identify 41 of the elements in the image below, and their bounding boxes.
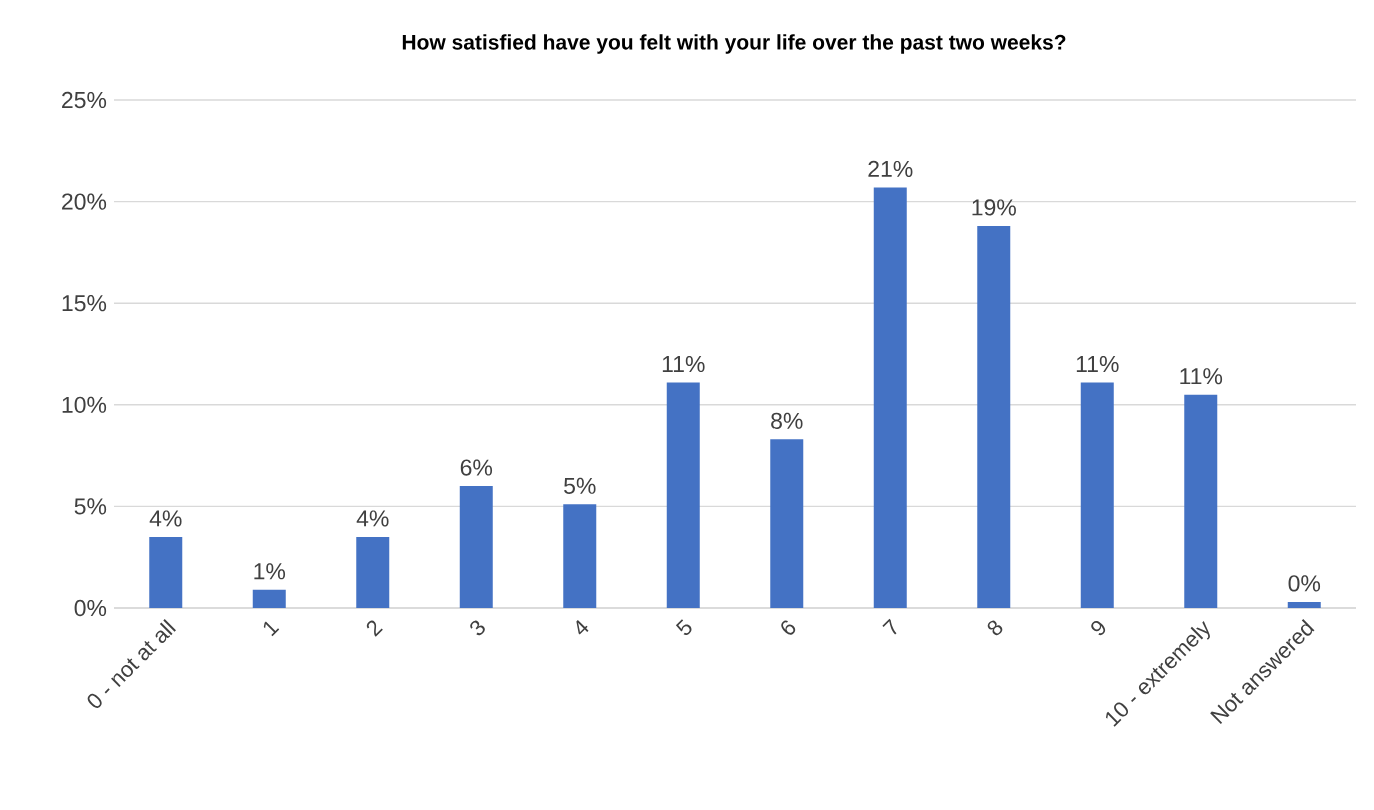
x-tick-label: 4 (576, 619, 589, 635)
x-tick-label: 2 (366, 620, 383, 637)
x-tick-label: 1 (263, 621, 280, 637)
data-label: 1% (254, 563, 286, 580)
bar (770, 439, 804, 608)
y-tick-label: 5% (74, 498, 107, 515)
data-label: 19% (972, 199, 1016, 216)
x-tick-label: 5 (675, 619, 692, 636)
bar (252, 589, 286, 608)
bar (666, 382, 700, 608)
y-tick-label: 25% (62, 91, 107, 109)
bar (1287, 601, 1321, 608)
data-label: 4% (356, 510, 389, 527)
data-label: 11% (1180, 368, 1223, 385)
x-tick-label: 8 (987, 620, 1003, 636)
x-tick-label: 3 (470, 620, 485, 636)
bar (149, 536, 183, 608)
x-tick-label: 6 (781, 620, 796, 635)
data-label: 8% (771, 412, 803, 429)
bar (563, 504, 597, 608)
x-tick-label: 7 (882, 618, 897, 635)
y-tick-label: 20% (62, 193, 107, 210)
data-label: 21% (868, 160, 913, 177)
bar (977, 225, 1011, 608)
x-tick-label: 0 - not at all (87, 619, 176, 708)
y-tick-label: 0% (74, 599, 107, 617)
bar (1184, 394, 1218, 608)
y-tick-label: 15% (62, 295, 107, 312)
bar (356, 536, 390, 608)
data-label: 11% (1076, 355, 1119, 373)
data-label: 5% (564, 477, 596, 494)
data-label: 4% (149, 510, 182, 527)
chart-title: How satisfied have you felt with your life over the past two weeks? (402, 34, 1066, 54)
data-label: 0% (1288, 575, 1321, 592)
bar (1080, 382, 1114, 608)
x-tick-label: 9 (1091, 620, 1106, 636)
y-tick-label: 10% (62, 396, 107, 413)
data-label: 6% (460, 459, 493, 476)
bar (873, 187, 907, 608)
data-label: 11% (662, 355, 705, 373)
bar (459, 486, 493, 608)
